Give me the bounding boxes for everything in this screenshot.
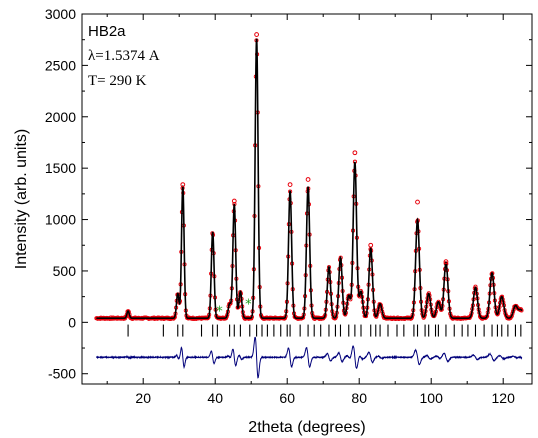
observed-point <box>352 150 358 156</box>
y-tick-label: 0 <box>68 314 76 330</box>
x-tick-label: 20 <box>135 390 151 406</box>
y-tick-label: 2000 <box>45 109 76 125</box>
y-axis: -500 0 500 1000 1500 2000 2500 3000 <box>45 6 532 382</box>
y-tick-label: 1500 <box>45 160 76 176</box>
y-tick-label: -500 <box>48 366 76 382</box>
y-tick-label: 3000 <box>45 6 76 22</box>
x-axis: 20 40 60 80 100 120 <box>106 14 516 406</box>
difference-curve <box>96 336 523 379</box>
x-tick-label: 120 <box>492 390 516 406</box>
observed-point <box>415 199 420 205</box>
y-tick-label: 1000 <box>45 212 76 228</box>
annotation-temperature: T= 290 K <box>88 73 147 89</box>
impurity-markers: * * <box>216 297 252 319</box>
observed-outliers <box>180 32 449 265</box>
observed-point <box>368 242 374 248</box>
x-tick-label: 60 <box>279 390 295 406</box>
x-tick-label: 100 <box>420 390 444 406</box>
observed-point <box>231 198 237 204</box>
observed-point <box>305 177 311 182</box>
observed-points <box>94 38 524 321</box>
observed-point <box>287 182 293 188</box>
annotation-wavelength: λ=1.5374 A <box>88 48 160 64</box>
impurity-star: * <box>245 297 252 312</box>
plot-frame <box>81 13 533 385</box>
observed-point <box>443 259 449 265</box>
annotation-instrument: HB2a <box>88 23 126 40</box>
calculated-curve <box>96 38 523 320</box>
impurity-star: * <box>216 305 223 320</box>
x-tick-label: 40 <box>207 390 223 406</box>
bragg-reflection-ticks <box>127 324 522 337</box>
x-axis-title: 2theta (degrees) <box>248 419 365 436</box>
observed-point <box>254 32 260 37</box>
y-tick-label: 2500 <box>45 57 76 73</box>
observed-point <box>180 182 186 188</box>
y-tick-label: 500 <box>53 263 77 279</box>
observed-point <box>519 308 524 313</box>
y-axis-title: Intensity (arb. units) <box>13 129 30 270</box>
x-tick-label: 80 <box>351 390 367 406</box>
